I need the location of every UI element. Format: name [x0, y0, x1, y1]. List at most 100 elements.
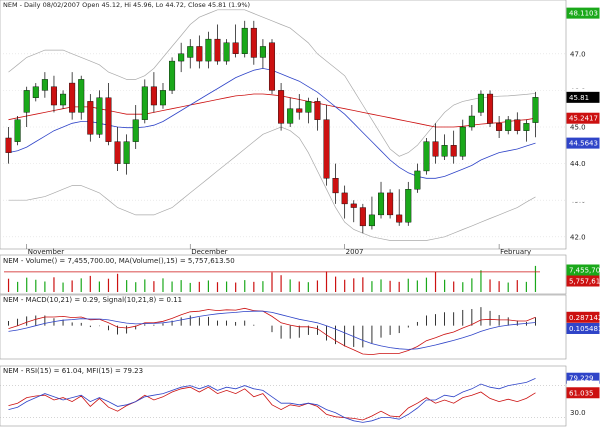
candle-body-down — [296, 108, 303, 113]
candle-body-up — [205, 38, 212, 62]
candle — [196, 35, 203, 69]
rsi-panel: NEM - RSI(15) = 61.04, MFI(15) = 79.23 3… — [0, 365, 600, 427]
rsi-tick-30: 30.0 — [570, 409, 586, 417]
candle-body-down — [496, 123, 503, 131]
candle — [114, 127, 121, 171]
candle — [387, 189, 394, 219]
candle-body-down — [487, 93, 494, 124]
price-badge-bg — [566, 112, 600, 124]
candle-body-down — [232, 42, 239, 54]
candle — [41, 72, 48, 98]
candle — [96, 90, 103, 138]
rsi-plot — [0, 378, 566, 423]
candle — [514, 112, 521, 135]
volume-legend: NEM - Volume() = 7,455,700.00, MA(Volume… — [3, 257, 235, 265]
candle-body-down — [268, 42, 276, 91]
candle — [223, 39, 230, 65]
candle — [350, 200, 357, 223]
candle — [378, 181, 385, 219]
candle — [241, 20, 248, 58]
candle-body-down — [250, 27, 257, 58]
rsi-70-badge-bg — [567, 380, 599, 391]
candle — [523, 119, 530, 142]
candle — [5, 127, 12, 164]
signal-line — [8, 310, 536, 350]
candle — [323, 105, 330, 186]
candle-body-up — [259, 46, 266, 58]
candle — [532, 91, 539, 138]
rsi-line — [8, 386, 536, 421]
volume-badge-bg — [566, 264, 600, 276]
macd-panel: NEM - MACD(10,21) = 0.29, Signal(10,21,8… — [0, 294, 600, 360]
candle — [368, 196, 375, 230]
candle — [178, 42, 185, 73]
candle-body-up — [32, 86, 39, 98]
volume-ma-badge: 5,757,613 — [569, 278, 600, 286]
candle — [450, 130, 457, 164]
candle — [23, 86, 30, 127]
candle-body-down — [332, 178, 339, 194]
candle — [214, 24, 221, 65]
candle-body-down — [50, 86, 57, 106]
candle-body-up — [459, 126, 466, 157]
price-frame — [0, 0, 567, 250]
candle — [332, 163, 339, 204]
chart-header: NEM - Daily 08/02/2007 Open 45.12, Hi 45… — [3, 1, 250, 9]
candle — [505, 116, 512, 135]
volume-panel: NEM - Volume() = 7,455,700.00, MA(Volume… — [0, 254, 600, 295]
candle-body-down — [350, 203, 357, 208]
candle — [141, 79, 148, 124]
candle-body-down — [278, 90, 285, 124]
candle-body-up — [23, 90, 30, 113]
bollinger-bands — [8, 9, 536, 241]
lower-band-line — [8, 126, 536, 241]
candle-body-down — [387, 192, 394, 216]
candle — [396, 189, 403, 226]
candle — [205, 31, 212, 69]
candle-body-up — [169, 60, 176, 91]
candle — [359, 203, 366, 234]
candle-body-up — [378, 192, 385, 216]
candle-body-up — [159, 90, 166, 106]
candle — [341, 185, 348, 219]
rsi-70-badge: 70.0 — [569, 382, 585, 390]
candle-body-down — [432, 141, 439, 157]
date-tick-label: December — [191, 248, 227, 256]
date-tick-label: November — [28, 248, 65, 256]
volume-badge: 7,455,700 — [569, 267, 600, 275]
candle — [432, 123, 439, 164]
candle — [278, 83, 285, 131]
date-tick-label: 2007 — [346, 248, 364, 256]
candle — [414, 163, 421, 193]
price-badge-bg — [566, 7, 600, 19]
macd-frame — [0, 294, 567, 360]
price-tick-label: 42.0 — [570, 233, 586, 241]
volume-frame — [0, 254, 567, 295]
mfi-badge: 79.229 — [569, 375, 594, 383]
macd-line — [8, 307, 536, 356]
price-badge: 45.2417 — [569, 115, 598, 123]
candle-body-up — [223, 42, 230, 62]
candle-body-down — [514, 119, 521, 131]
volume-bars — [4, 265, 540, 292]
candle — [87, 94, 94, 142]
price-badge-bg — [566, 91, 600, 103]
candle-body-up — [60, 93, 67, 106]
candle-body-up — [405, 189, 412, 223]
macd-badge: 0.287142 — [569, 314, 600, 322]
price-panel: NEM - Daily 08/02/2007 Open 45.12, Hi 45… — [0, 0, 600, 256]
volume-badges: 7,455,700 5,757,613 — [566, 264, 600, 287]
candle-body-up — [96, 97, 103, 135]
price-tick-label: 47.0 — [570, 50, 586, 58]
macd-plot — [8, 307, 536, 356]
candle — [259, 39, 266, 69]
candle — [50, 75, 57, 113]
candle — [169, 57, 176, 95]
candle — [150, 72, 157, 113]
candle-body-up — [141, 86, 148, 120]
price-tick-label: 44.0 — [570, 160, 586, 168]
candle — [268, 39, 276, 95]
candle-body-up — [241, 27, 248, 54]
